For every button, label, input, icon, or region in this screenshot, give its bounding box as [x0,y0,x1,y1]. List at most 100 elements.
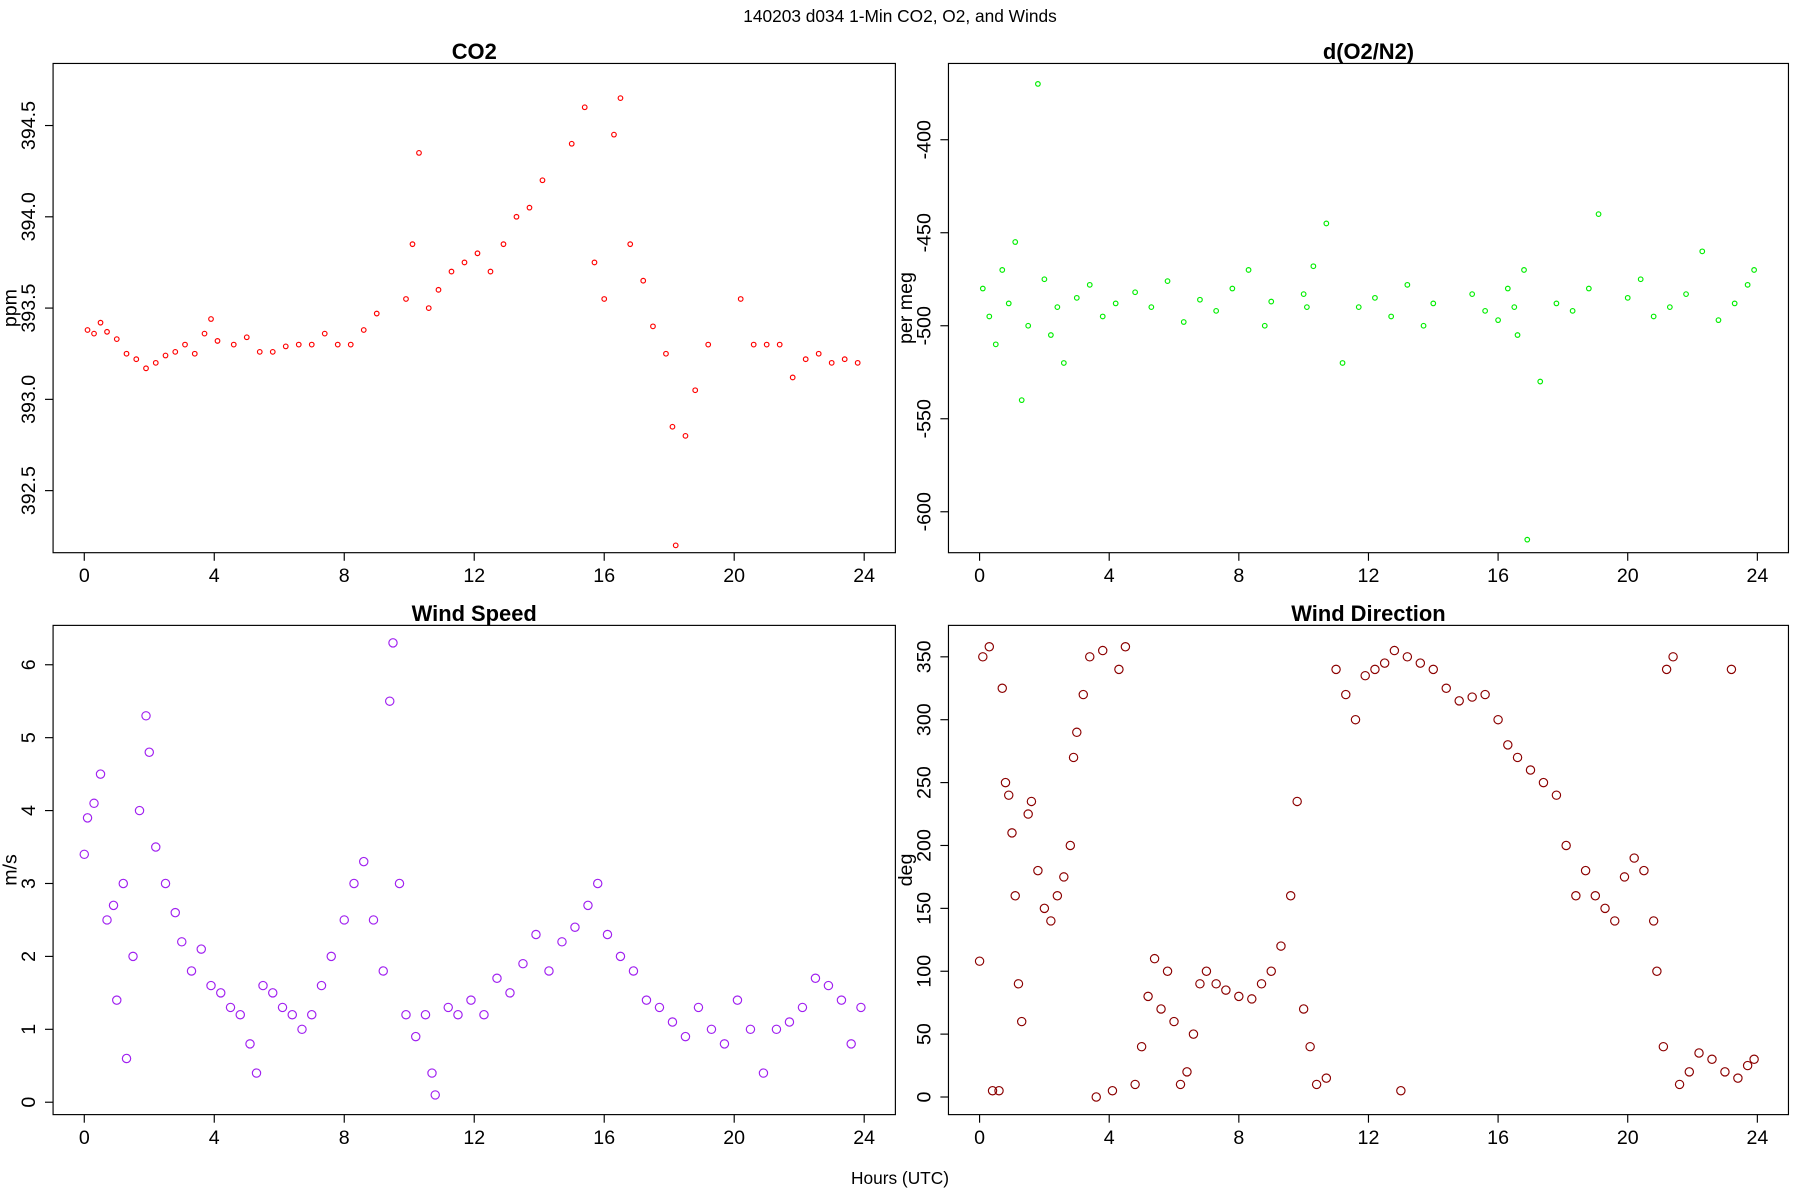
data-point [810,973,821,984]
data-point [196,944,206,954]
x-tick-label: 16 [593,565,615,587]
data-point [287,1009,297,1020]
data-point [474,250,481,257]
data-point [1674,1079,1685,1090]
data-point [1197,296,1203,303]
data-point [378,966,388,976]
data-point [1585,285,1592,292]
data-point [258,980,268,991]
data-point [334,341,341,348]
data-point [1610,916,1620,926]
data-point [591,259,598,266]
data-point [1420,322,1427,329]
data-point [1715,317,1722,324]
data-point [388,638,398,648]
data-point [479,1009,489,1020]
data-point [815,350,822,357]
data-point [706,1024,717,1035]
x-tick-label: 20 [723,565,745,587]
data-point [680,1031,691,1042]
data-point [487,268,494,275]
data-point [1136,1041,1147,1052]
data-point [513,213,520,220]
data-point [583,900,593,911]
panel-title: CO2 [452,39,497,64]
data-point [1169,1016,1179,1027]
data-point [1512,752,1523,763]
data-point [416,150,422,156]
data-point [1744,281,1751,288]
data-point [602,929,613,940]
data-point [1661,664,1672,675]
panel-title: Wind Speed [412,601,537,626]
data-point [836,995,847,1005]
data-point [1175,1079,1186,1090]
data-point [1068,752,1079,763]
x-tick-label: 20 [1617,565,1639,587]
y-tick-label: 5 [18,732,40,743]
x-tick-label: 24 [853,1127,875,1149]
data-point [1370,664,1380,675]
data-point [1148,304,1155,311]
y-tick-label: 50 [914,1023,936,1045]
y-tick-label: 200 [914,829,936,862]
data-point [1749,1054,1759,1065]
data-point [360,327,367,333]
data-point [1537,378,1544,385]
data-point [531,929,541,940]
data-point [1060,360,1067,366]
data-point [518,958,528,969]
data-point [1733,1073,1743,1083]
data-point [214,338,221,344]
x-tick-label: 0 [79,565,90,587]
data-point [1007,828,1017,838]
data-point [1389,645,1400,656]
data-point [1078,689,1089,700]
data-point [1005,300,1012,307]
data-point [1035,81,1041,87]
data-point [1304,304,1310,311]
y-tick-label: 300 [914,703,936,736]
data-point [692,387,699,394]
x-tick-label: 4 [209,1127,220,1149]
data-point [420,1009,431,1020]
data-point [763,341,770,348]
data-point [1305,1041,1315,1052]
data-point [152,359,159,366]
data-point [1360,670,1370,681]
data-point [802,356,809,363]
data-point [1619,872,1630,882]
data-point [95,769,106,779]
data-point [225,1002,236,1013]
data-point [141,711,151,721]
data-point [121,1053,132,1064]
y-axis-label: m/s [0,854,22,886]
data-point [841,356,848,363]
data-point [1180,319,1187,325]
data-point [216,988,226,998]
data-point [79,849,90,860]
data-point [1639,865,1649,876]
y-tick-label: 250 [914,766,936,799]
y-axis-label: ppm [0,289,22,327]
x-tick-label: 4 [1104,565,1115,587]
data-point [1046,916,1056,926]
data-point [999,267,1006,273]
data-point [1495,317,1501,324]
data-point [235,1009,245,1020]
y-tick-label: 394.5 [18,101,40,150]
figure-title: 140203 d034 1-Min CO2, O2, and Winds [743,6,1057,26]
data-point [828,359,835,366]
data-point [1707,1054,1717,1065]
data-point [1551,790,1562,800]
data-point [1341,689,1351,700]
data-point [427,1068,437,1078]
data-point [544,966,554,976]
y-tick-label: -600 [914,492,936,531]
x-tick-label: 24 [853,565,875,587]
data-point [1120,642,1131,652]
data-point [201,330,208,337]
data-point [1694,1048,1704,1058]
data-point [307,1009,317,1020]
x-tick-label: 12 [1358,565,1380,587]
